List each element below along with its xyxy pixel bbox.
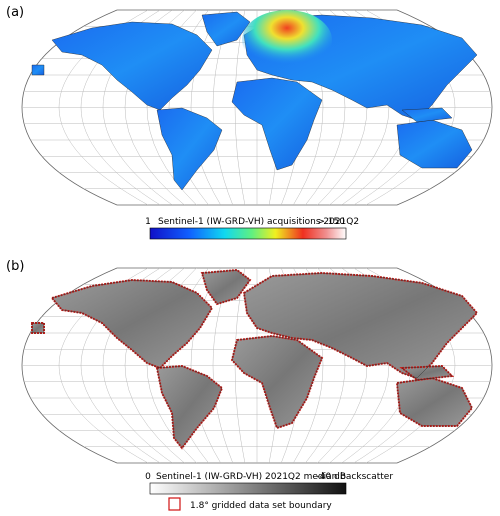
map-a xyxy=(21,9,493,206)
colorbar-min: 1 xyxy=(145,217,151,227)
colorbar-max: -40 dB xyxy=(317,472,346,482)
colorbar-title: Sentinel-1 (IW-GRD-VH) 2021Q2 median bac… xyxy=(156,472,393,482)
colorbar-min: 0 xyxy=(145,472,151,482)
colorbar xyxy=(149,227,347,240)
panel-label: (b) xyxy=(6,259,24,274)
colorbar-title: Sentinel-1 (IW-GRD-VH) acquisitions 2021… xyxy=(158,217,359,227)
panel-label: (a) xyxy=(6,5,24,20)
colorbar xyxy=(149,482,347,495)
map-b xyxy=(21,267,493,464)
legend-label: 1.8° gridded data set boundary xyxy=(190,501,332,511)
colorbar-max: > 150 xyxy=(317,217,345,227)
legend-swatch xyxy=(168,497,181,511)
